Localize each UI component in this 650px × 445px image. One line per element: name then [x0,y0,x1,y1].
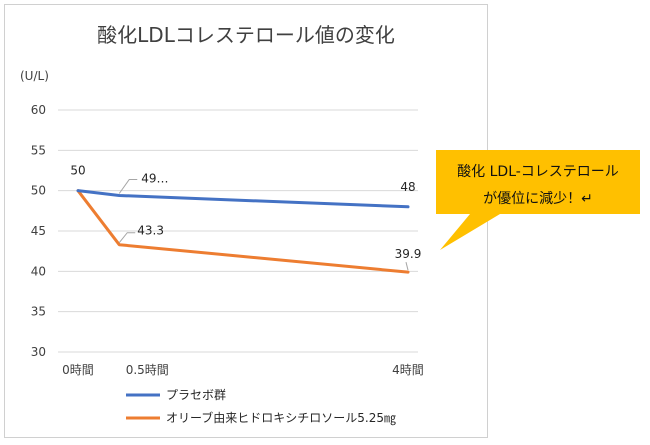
chart-frame [4,4,488,438]
y-tick-label: 45 [31,224,46,238]
data-label: 43.3 [137,224,164,238]
data-label: 49… [141,172,168,186]
series-line [76,189,410,274]
legend-entry: オリーブ由来ヒドロキシチロソール5.25㎎ [166,410,396,425]
legend-entry: プラセボ群 [166,388,226,402]
y-tick-label: 30 [31,345,46,359]
chart-title: 酸化LDLコレステロール値の変化 [97,23,395,47]
x-tick-label: 4時間 [392,363,424,377]
callout-line-2: が優位に減少！↵ [483,190,593,207]
gridlines [58,109,418,353]
y-tick-label: 35 [31,305,46,319]
series-line [76,189,410,209]
callout-annotation: 酸化 LDL-コレステロール が優位に減少！↵ [436,150,640,250]
data-label: 48 [400,180,415,194]
label-leader [118,179,138,194]
y-tick-label: 55 [31,143,46,157]
x-tick-label: 0.5時間 [126,363,169,377]
callout-bubble [436,150,640,250]
data-label: 39.9 [395,247,422,261]
series-lines [76,189,410,274]
label-leader [405,262,409,271]
label-leader [118,232,136,244]
callout-line-1: 酸化 LDL-コレステロール [457,164,619,180]
y-axis-unit: (U/L) [20,69,49,83]
x-tick-label: 0時間 [62,363,94,377]
y-tick-label: 60 [31,103,46,117]
y-tick-label: 40 [31,264,46,278]
data-labels: 50 49… 48 43.3 39.9 [70,164,422,271]
y-tick-label: 50 [31,184,46,198]
y-tick-labels: 30 35 40 45 50 55 60 [31,103,46,359]
data-label: 50 [70,164,85,178]
x-tick-labels: 0時間 0.5時間 4時間 [62,363,424,377]
